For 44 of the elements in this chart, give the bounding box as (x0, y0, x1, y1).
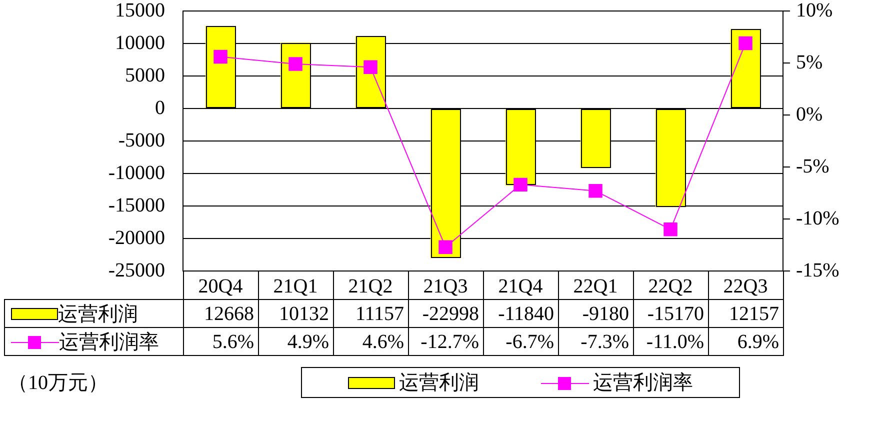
y-tick-label: 10000 (115, 32, 165, 54)
legend-label: 运营利润 (58, 303, 138, 326)
x-tick-label: 21Q3 (423, 275, 468, 298)
data-label: 12668 (204, 302, 254, 324)
y-tick-label: 15000 (115, 0, 165, 22)
y-tick-label: 5000 (125, 64, 165, 86)
x-tick-label: 22Q1 (573, 275, 618, 298)
y-tick-label: -5000 (118, 129, 165, 152)
data-label: 4.9% (287, 330, 329, 352)
x-tick-label: 21Q1 (273, 275, 318, 298)
text: 运营利润率 (593, 372, 693, 394)
data-label: -15170 (647, 302, 704, 324)
data-label: -12.7% (420, 330, 479, 352)
x-tick-label: 22Q2 (648, 275, 693, 298)
legend-label: 运营利润率 (59, 331, 159, 354)
data-label: -6.7% (506, 330, 554, 352)
x-tick-label: 22Q3 (723, 275, 768, 298)
x-tick-label: 21Q2 (348, 275, 393, 298)
data-label: 11157 (355, 302, 404, 324)
data-label: -11840 (498, 302, 554, 324)
y2-tick-label: 5% (796, 51, 823, 74)
y-tick-label: -20000 (108, 226, 165, 249)
y2-tick-label: -10% (796, 207, 840, 230)
y2-tick-label: 10% (796, 0, 833, 22)
x-tick-label: 20Q4 (198, 275, 243, 298)
data-label: 10132 (279, 302, 329, 324)
data-label: -11.0% (646, 330, 704, 352)
text: 运营利润 (399, 372, 479, 394)
y-tick-label: 0 (155, 96, 165, 119)
data-label: -9180 (582, 302, 629, 324)
data-label: 5.6% (212, 330, 254, 352)
y2-tick-label: -15% (796, 259, 840, 282)
data-label: 4.6% (362, 330, 404, 352)
y2-tick-label: -5% (796, 155, 830, 178)
data-label: 6.9% (737, 330, 779, 352)
data-label: 12157 (729, 302, 779, 324)
x-tick-label: 21Q4 (498, 275, 543, 298)
data-label: -7.3% (580, 330, 629, 352)
y2-tick-label: 0% (796, 103, 823, 126)
data-label: -22998 (422, 302, 479, 324)
y-tick-label: -25000 (108, 259, 165, 282)
y-tick-label: -10000 (108, 162, 165, 184)
text: （10万元） (8, 372, 108, 394)
y-tick-label: -15000 (108, 194, 165, 216)
